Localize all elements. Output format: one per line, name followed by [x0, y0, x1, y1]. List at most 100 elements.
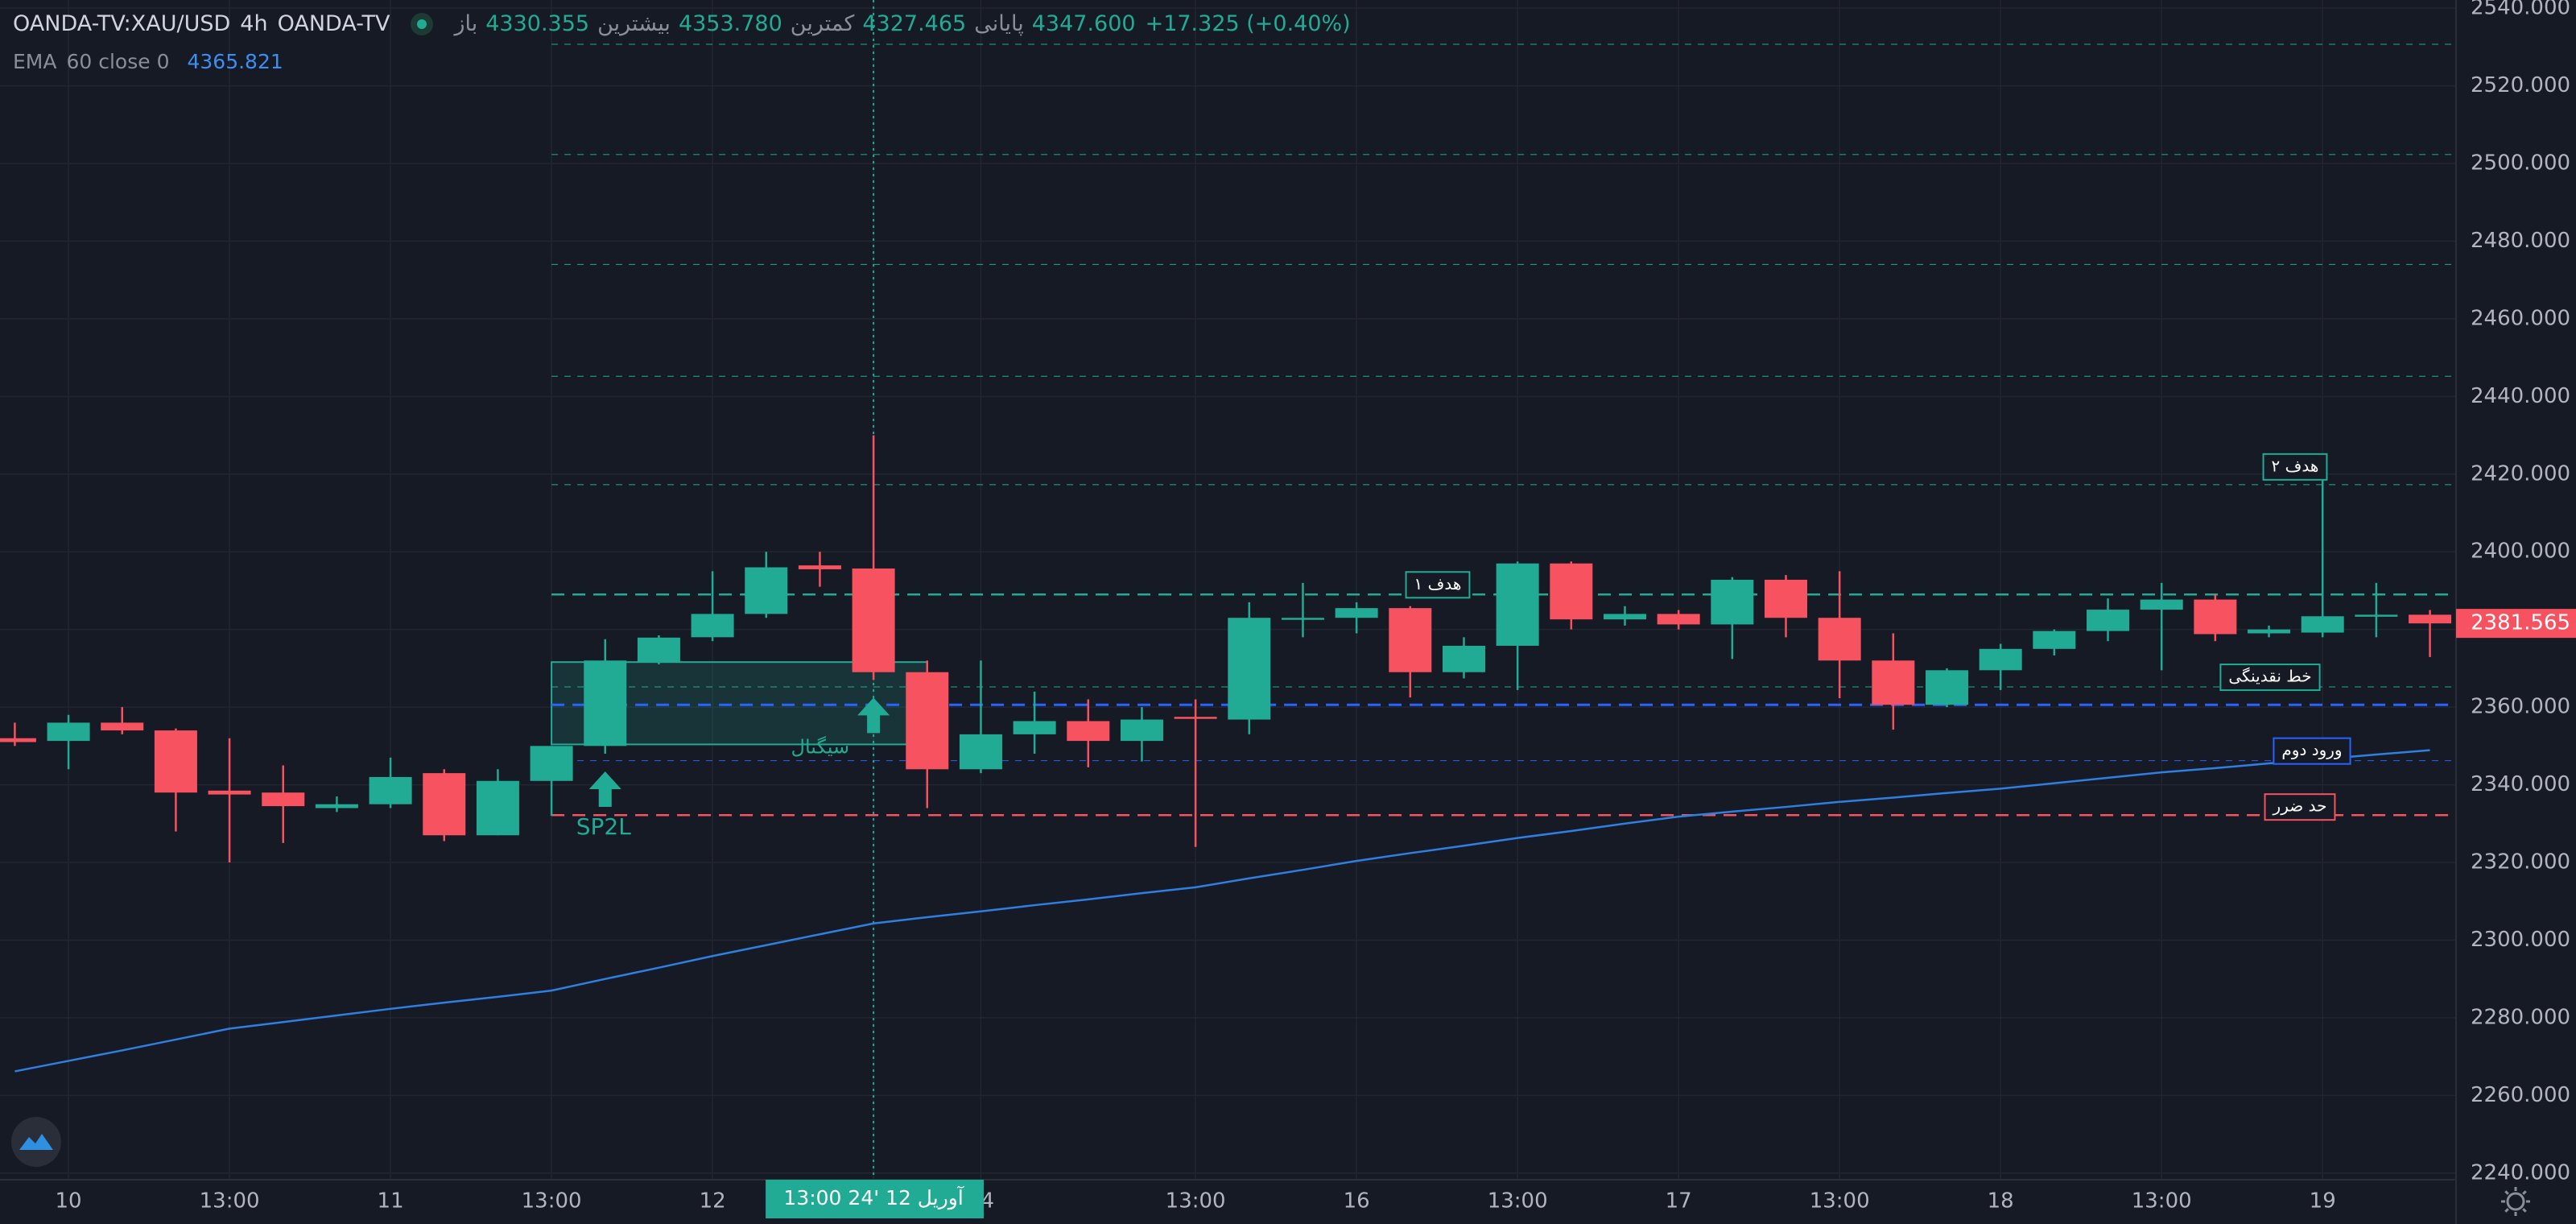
crosshair-time-box	[766, 1180, 985, 1218]
y-tick-label: 2280.000	[2471, 1005, 2570, 1029]
y-tick-label: 2340.000	[2471, 772, 2570, 796]
x-tick-label: 13:00	[1166, 1189, 1226, 1214]
candle-body	[423, 773, 466, 836]
candle-body	[1496, 563, 1539, 646]
y-tick-label: 2320.000	[2471, 850, 2570, 875]
gear-tooth	[2504, 1208, 2509, 1213]
last-price-box	[2456, 609, 2576, 639]
y-tick-label: 2420.000	[2471, 461, 2570, 486]
candle-body	[798, 565, 841, 569]
candle-body	[745, 567, 788, 614]
ohlc-label: پایانی	[974, 11, 1024, 36]
y-tick-label: 2240.000	[2471, 1160, 2570, 1185]
candle-body	[530, 746, 573, 781]
level-label-box	[1405, 571, 1471, 599]
indicator-name[interactable]: EMA	[13, 50, 57, 73]
signal-arrow	[588, 771, 621, 807]
candle-body	[1389, 608, 1432, 672]
level-label: ورود دوم	[2281, 740, 2342, 759]
candle-body	[691, 614, 734, 638]
y-tick-label: 2360.000	[2471, 695, 2570, 719]
candle-body	[369, 776, 412, 804]
candle-body	[1711, 579, 1754, 625]
candle-body	[1818, 618, 1861, 661]
candle-body	[208, 790, 251, 795]
y-tick-label: 2260.000	[2471, 1083, 2570, 1107]
x-tick-label: 13:00	[200, 1189, 260, 1214]
gear-tooth	[2522, 1208, 2527, 1213]
candle-body	[2194, 599, 2237, 635]
ohlc-value: 4327.465	[862, 11, 967, 36]
level-label: هدف ۲	[2272, 456, 2319, 475]
candle-body	[315, 804, 358, 808]
level-label-box	[2219, 664, 2321, 692]
y-tick-label: 2480.000	[2471, 229, 2570, 253]
level-label: خط نقدینگی	[2228, 667, 2311, 686]
x-tick-label: 13:00	[522, 1189, 582, 1214]
candle-body	[1604, 614, 1646, 620]
level-label: هدف ۱	[1414, 574, 1462, 593]
indicator-value: 4365.821	[187, 50, 283, 73]
candle-body	[1765, 579, 1808, 618]
level-label-box	[2262, 453, 2328, 481]
candle-body	[262, 792, 305, 807]
gear-tooth	[2522, 1190, 2527, 1195]
change: +17.325 (+0.40%)	[1145, 11, 1351, 36]
candle-body	[2409, 614, 2452, 624]
candle-body	[1174, 717, 1217, 719]
candle-body	[1872, 660, 1915, 705]
candle-body	[154, 730, 197, 793]
gear-circle	[2506, 1192, 2525, 1211]
x-tick-label: 13:00	[1810, 1189, 1870, 1214]
candle-body	[2301, 616, 2344, 633]
y-tick-label: 2300.000	[2471, 928, 2570, 952]
candle-body	[1657, 614, 1700, 625]
x-tick-label: 18	[1988, 1189, 2014, 1214]
y-tick-label: 2440.000	[2471, 384, 2570, 408]
symbol-legend: OANDA-TV:XAU/USD 4h OANDA-TV باز 4330.355…	[13, 11, 1351, 36]
ohlc-legend: باز 4330.355 بیشترین 4353.780 کمترین 4327.465…	[454, 11, 1135, 36]
candle-body	[1550, 563, 1593, 620]
level-label-box	[2264, 793, 2336, 821]
ohlc-value: 4347.600	[1031, 11, 1136, 36]
candle-body	[1120, 719, 1163, 742]
candle-body	[1926, 670, 1969, 705]
crosshair-time-label: 13:00 24' آوریل 12	[783, 1185, 964, 1210]
x-tick-label: 16	[1344, 1189, 1370, 1214]
candle-body	[1335, 608, 1378, 618]
symbol[interactable]: OANDA-TV:XAU/USD	[13, 11, 231, 36]
ema-line	[14, 749, 2430, 1073]
y-tick-label: 2460.000	[2471, 306, 2570, 330]
market-status	[411, 12, 434, 35]
interval[interactable]: 4h	[240, 11, 268, 36]
signal-arrow	[857, 697, 890, 734]
candle-body	[2355, 614, 2398, 617]
candle-body	[476, 780, 519, 836]
gear-tooth	[2504, 1190, 2509, 1195]
x-tick-label: 10	[56, 1189, 82, 1214]
logo-mark	[19, 1134, 53, 1150]
candle-body	[47, 722, 90, 742]
candle-body	[1013, 721, 1056, 734]
ohlc-value: 4330.355	[485, 11, 590, 36]
candle-body	[2087, 610, 2130, 631]
signal-label: سیگنال	[791, 735, 850, 758]
level-label-box	[2273, 737, 2351, 765]
candle-body	[2248, 629, 2291, 634]
signal-label: SP2L	[576, 813, 631, 840]
level-label: حد ضرر	[2273, 796, 2327, 816]
candle-body	[906, 672, 949, 770]
settings-icon[interactable]	[2501, 1187, 2530, 1216]
y-tick-label: 2400.000	[2471, 540, 2570, 564]
x-tick-label: 12	[700, 1189, 726, 1214]
candle-body	[1067, 721, 1110, 742]
x-tick-label: 19	[2310, 1189, 2336, 1214]
candle-body	[1228, 618, 1271, 720]
x-tick-label: 11	[378, 1189, 404, 1214]
logo[interactable]	[11, 1117, 61, 1167]
candle-body	[852, 568, 895, 672]
candle-body	[637, 637, 680, 663]
